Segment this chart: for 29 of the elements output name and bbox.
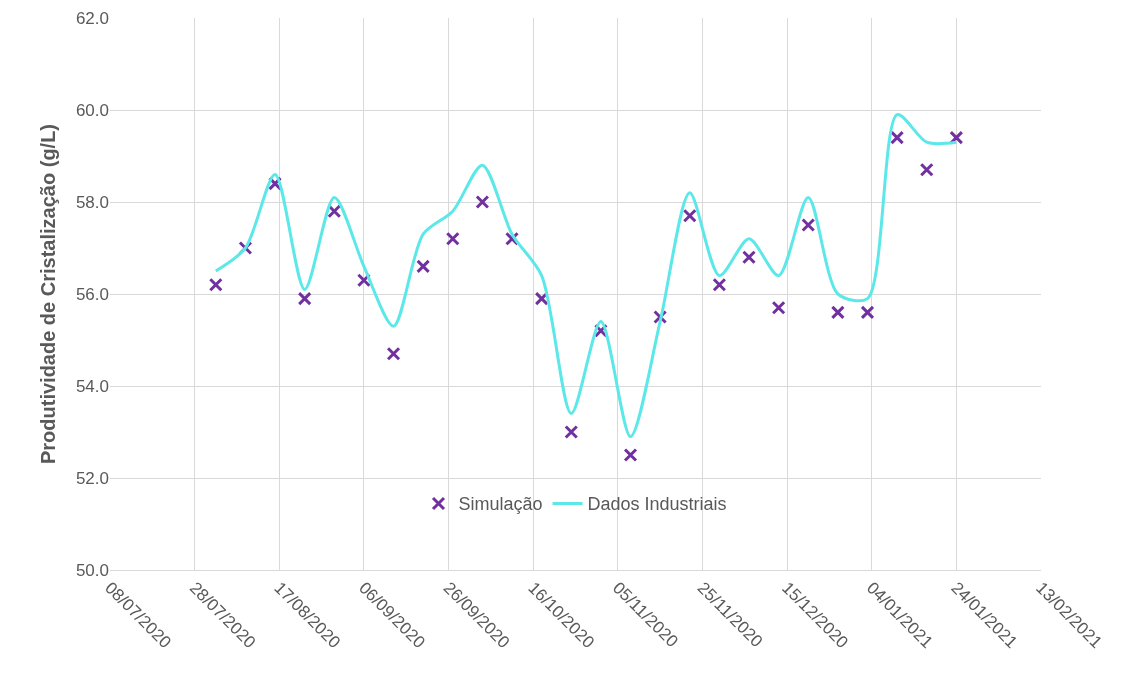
y-axis-title: Produtividade de Cristalização (g/L) [37, 123, 60, 465]
y-tick-label: 56.0 [75, 284, 109, 304]
point [445, 231, 460, 246]
point [771, 300, 786, 315]
point [416, 259, 431, 274]
y-tick-label: 62.0 [75, 8, 109, 28]
line-series [214, 113, 958, 439]
point [712, 277, 727, 292]
y-tick-label: 60.0 [75, 100, 109, 120]
point [386, 346, 401, 361]
point [860, 305, 875, 320]
point [949, 130, 964, 145]
point [623, 448, 638, 462]
point [919, 162, 934, 177]
point [564, 425, 579, 439]
y-tick-label: 52.0 [75, 468, 109, 488]
y-tick-label: 54.0 [75, 376, 109, 396]
y-tick-label: 50.0 [75, 560, 109, 580]
point [682, 208, 697, 223]
point [830, 305, 845, 320]
point [801, 218, 816, 232]
legend-label: Dados Industriais [587, 494, 727, 515]
point [475, 195, 490, 209]
point [297, 291, 312, 306]
legend-label: Simulação [458, 494, 543, 515]
y-tick-label: 58.0 [75, 192, 109, 212]
point [890, 130, 905, 145]
point [742, 250, 756, 265]
point [208, 277, 223, 292]
